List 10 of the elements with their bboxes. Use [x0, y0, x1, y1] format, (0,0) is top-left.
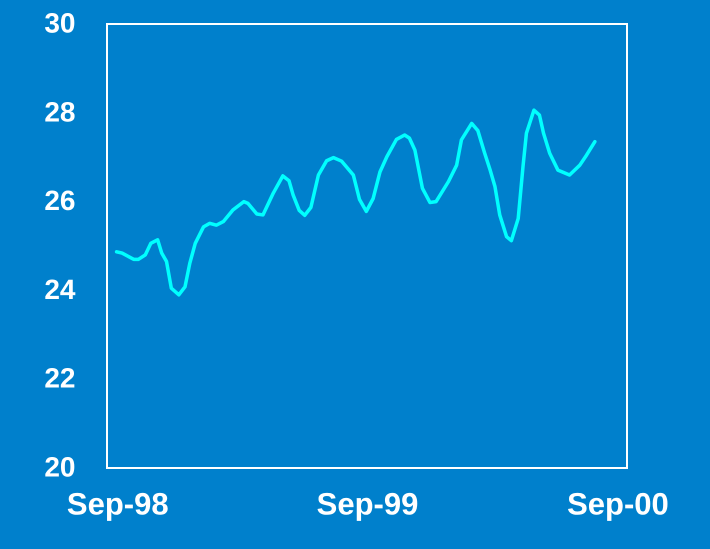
x-tick-label: Sep-99 — [316, 486, 418, 522]
y-tick-label: 28 — [44, 96, 76, 128]
y-tick-label: 24 — [44, 274, 76, 305]
x-tick-label: Sep-98 — [66, 486, 169, 522]
y-tick-label: 26 — [44, 185, 76, 216]
line-series — [114, 108, 597, 297]
x-tick-label: Sep-00 — [567, 486, 669, 522]
y-tick-label: 30 — [44, 8, 76, 38]
y-tick-label: 22 — [44, 362, 76, 394]
y-tick-label: 20 — [44, 452, 76, 482]
